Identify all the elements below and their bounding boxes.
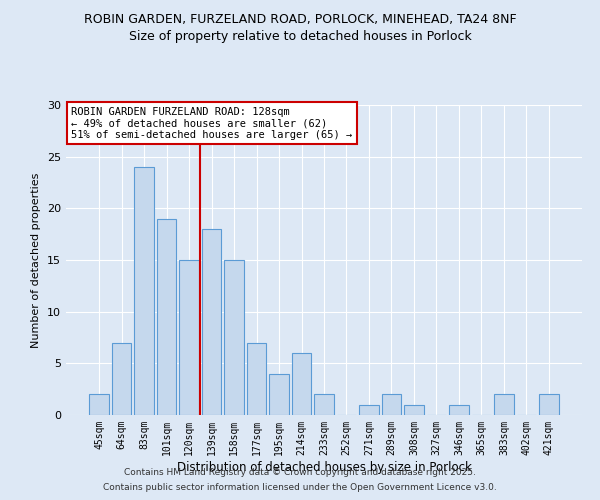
Bar — [449, 404, 469, 415]
Bar — [494, 394, 514, 415]
Bar — [292, 353, 311, 415]
Bar — [404, 404, 424, 415]
X-axis label: Distribution of detached houses by size in Porlock: Distribution of detached houses by size … — [176, 460, 472, 473]
Text: ROBIN GARDEN FURZELAND ROAD: 128sqm
← 49% of detached houses are smaller (62)
51: ROBIN GARDEN FURZELAND ROAD: 128sqm ← 49… — [71, 106, 352, 140]
Text: Contains public sector information licensed under the Open Government Licence v3: Contains public sector information licen… — [103, 483, 497, 492]
Bar — [179, 260, 199, 415]
Bar — [202, 229, 221, 415]
Bar — [112, 342, 131, 415]
Text: ROBIN GARDEN, FURZELAND ROAD, PORLOCK, MINEHEAD, TA24 8NF: ROBIN GARDEN, FURZELAND ROAD, PORLOCK, M… — [83, 12, 517, 26]
Bar — [157, 218, 176, 415]
Text: Contains HM Land Registry data © Crown copyright and database right 2025.: Contains HM Land Registry data © Crown c… — [124, 468, 476, 477]
Bar — [269, 374, 289, 415]
Bar — [314, 394, 334, 415]
Bar — [382, 394, 401, 415]
Bar — [224, 260, 244, 415]
Bar — [539, 394, 559, 415]
Bar — [247, 342, 266, 415]
Bar — [134, 167, 154, 415]
Text: Size of property relative to detached houses in Porlock: Size of property relative to detached ho… — [128, 30, 472, 43]
Bar — [89, 394, 109, 415]
Bar — [359, 404, 379, 415]
Y-axis label: Number of detached properties: Number of detached properties — [31, 172, 41, 348]
